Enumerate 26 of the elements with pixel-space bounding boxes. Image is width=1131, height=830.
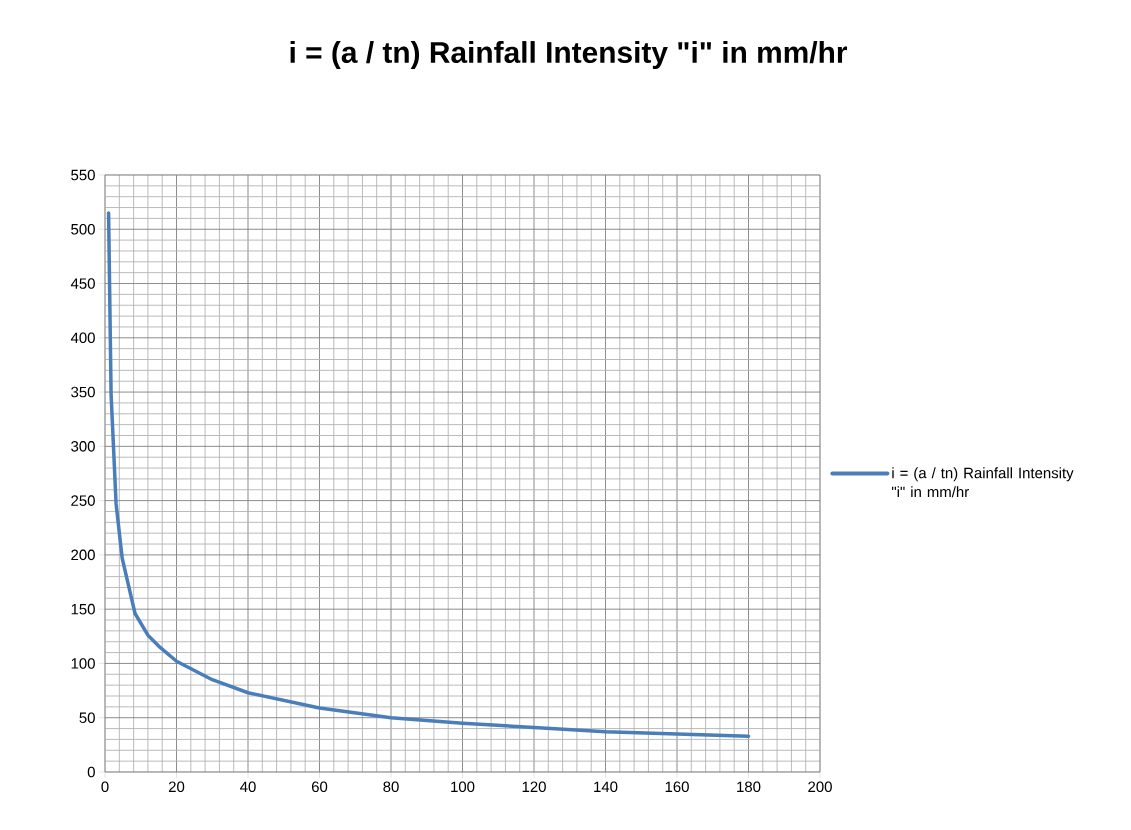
x-tick-label: 160 xyxy=(665,781,689,793)
x-tick-label: 20 xyxy=(168,781,185,793)
y-tick-label: 300 xyxy=(71,441,95,452)
x-tick-label: 140 xyxy=(594,781,618,793)
x-tick-label: 120 xyxy=(522,781,546,793)
y-tick-label: 450 xyxy=(70,278,95,289)
line-series xyxy=(106,211,751,738)
legend-label: i = (a / tn) Rainfall Intensity "i" in mm/hr xyxy=(891,467,1074,498)
y-tick-label: 200 xyxy=(71,549,95,561)
y-tick-label: 250 xyxy=(71,495,95,506)
y-tick-label: 500 xyxy=(71,223,95,235)
x-tick-label: 80 xyxy=(383,781,399,793)
chart-title: i = (a / tn) Rainfall Intensity "i" in mm/hr xyxy=(290,41,848,69)
x-tick-label: 200 xyxy=(808,781,832,793)
x-tick-label: 60 xyxy=(311,781,328,793)
y-tick-label: 50 xyxy=(79,712,95,723)
y-tick-label: 400 xyxy=(70,332,95,344)
y-tick-label: 350 xyxy=(71,386,95,398)
y-tick-label: 550 xyxy=(71,169,95,181)
y-tick-label: 0 xyxy=(87,766,95,778)
x-tick-label: 40 xyxy=(240,781,256,793)
x-tick-label: 100 xyxy=(451,781,475,793)
x-tick-label: 180 xyxy=(737,781,761,793)
x-tick-label: 0 xyxy=(101,781,109,793)
y-tick-label: 150 xyxy=(71,603,95,615)
y-tick-label: 100 xyxy=(71,658,95,669)
